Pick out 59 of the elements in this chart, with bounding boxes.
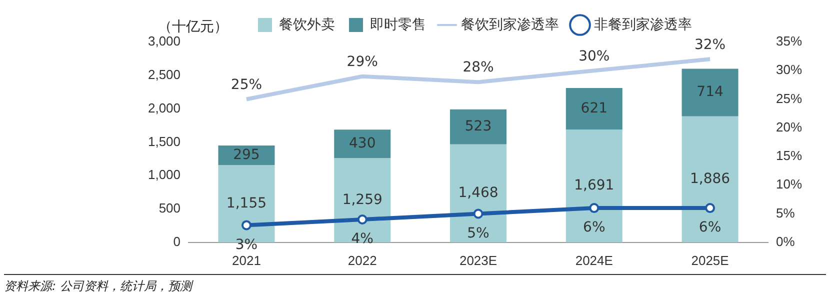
y2-tick-label: 25% — [776, 90, 802, 106]
y2-tick-label: 0% — [776, 234, 796, 249]
x-tick-label: 2025E — [691, 252, 730, 268]
y-tick-label: 1,000 — [148, 167, 181, 182]
data-label: 621 — [580, 100, 608, 116]
y-tick-label: 500 — [158, 200, 181, 216]
bar — [334, 158, 391, 242]
data-label: 1,691 — [574, 178, 614, 194]
point — [357, 214, 368, 224]
bar — [450, 109, 507, 144]
data-label: 295 — [233, 147, 260, 164]
data-label: 714 — [696, 84, 724, 100]
data-label: 5% — [467, 225, 490, 242]
y-tick-label: 1,500 — [148, 134, 181, 149]
bar — [682, 68, 738, 116]
legend-label: 即时零售 — [370, 16, 426, 32]
y-tick-label: 3,000 — [148, 34, 181, 49]
x-tick-label: 2022 — [348, 252, 377, 268]
legend-label: 餐饮外卖 — [279, 16, 335, 32]
y2-tick-label: 35% — [776, 34, 802, 49]
bar — [450, 144, 507, 242]
y-tick-label: 0 — [173, 234, 181, 249]
data-label: 1,468 — [458, 185, 498, 202]
text: 资料来源: 公司资料，统计局，预测 — [4, 274, 826, 295]
data-label: 430 — [349, 136, 376, 152]
point — [241, 220, 252, 230]
x-tick-label: 2021 — [232, 252, 261, 268]
data-label: 1,155 — [226, 195, 267, 212]
data-label: 30% — [578, 48, 610, 64]
data-label: 1,886 — [690, 171, 730, 188]
bar — [682, 116, 738, 242]
data-label: 6% — [698, 220, 722, 236]
bar — [566, 129, 622, 242]
y-tick-label: 2,500 — [148, 66, 181, 82]
x-tick-label: 2023E — [459, 252, 498, 268]
point — [589, 203, 600, 214]
legend-label: 非餐到家渗透率 — [594, 16, 692, 32]
data-label: 28% — [462, 60, 494, 76]
bar — [334, 130, 391, 158]
legend-label: 餐饮到家渗透率 — [461, 16, 559, 32]
y-axis-title: （十亿元） — [158, 18, 228, 36]
x-tick-label: 2024E — [575, 252, 614, 268]
data-label: 32% — [694, 36, 726, 53]
y2-tick-label: 5% — [776, 205, 796, 220]
data-label: 25% — [230, 76, 262, 93]
point — [473, 208, 484, 219]
y-tick-label: 2,000 — [148, 100, 181, 116]
data-label: 6% — [583, 220, 606, 236]
y2-tick-label: 30% — [776, 62, 802, 78]
data-label: 3% — [235, 236, 258, 253]
data-label: 1,259 — [342, 192, 382, 208]
y2-tick-label: 10% — [776, 176, 802, 192]
bar — [566, 88, 622, 130]
y2-tick-label: 20% — [776, 119, 802, 134]
point — [705, 203, 716, 214]
data-label: 29% — [346, 54, 378, 70]
data-label: 523 — [464, 118, 492, 135]
y2-tick-label: 15% — [776, 148, 802, 164]
data-label: 4% — [351, 231, 374, 248]
